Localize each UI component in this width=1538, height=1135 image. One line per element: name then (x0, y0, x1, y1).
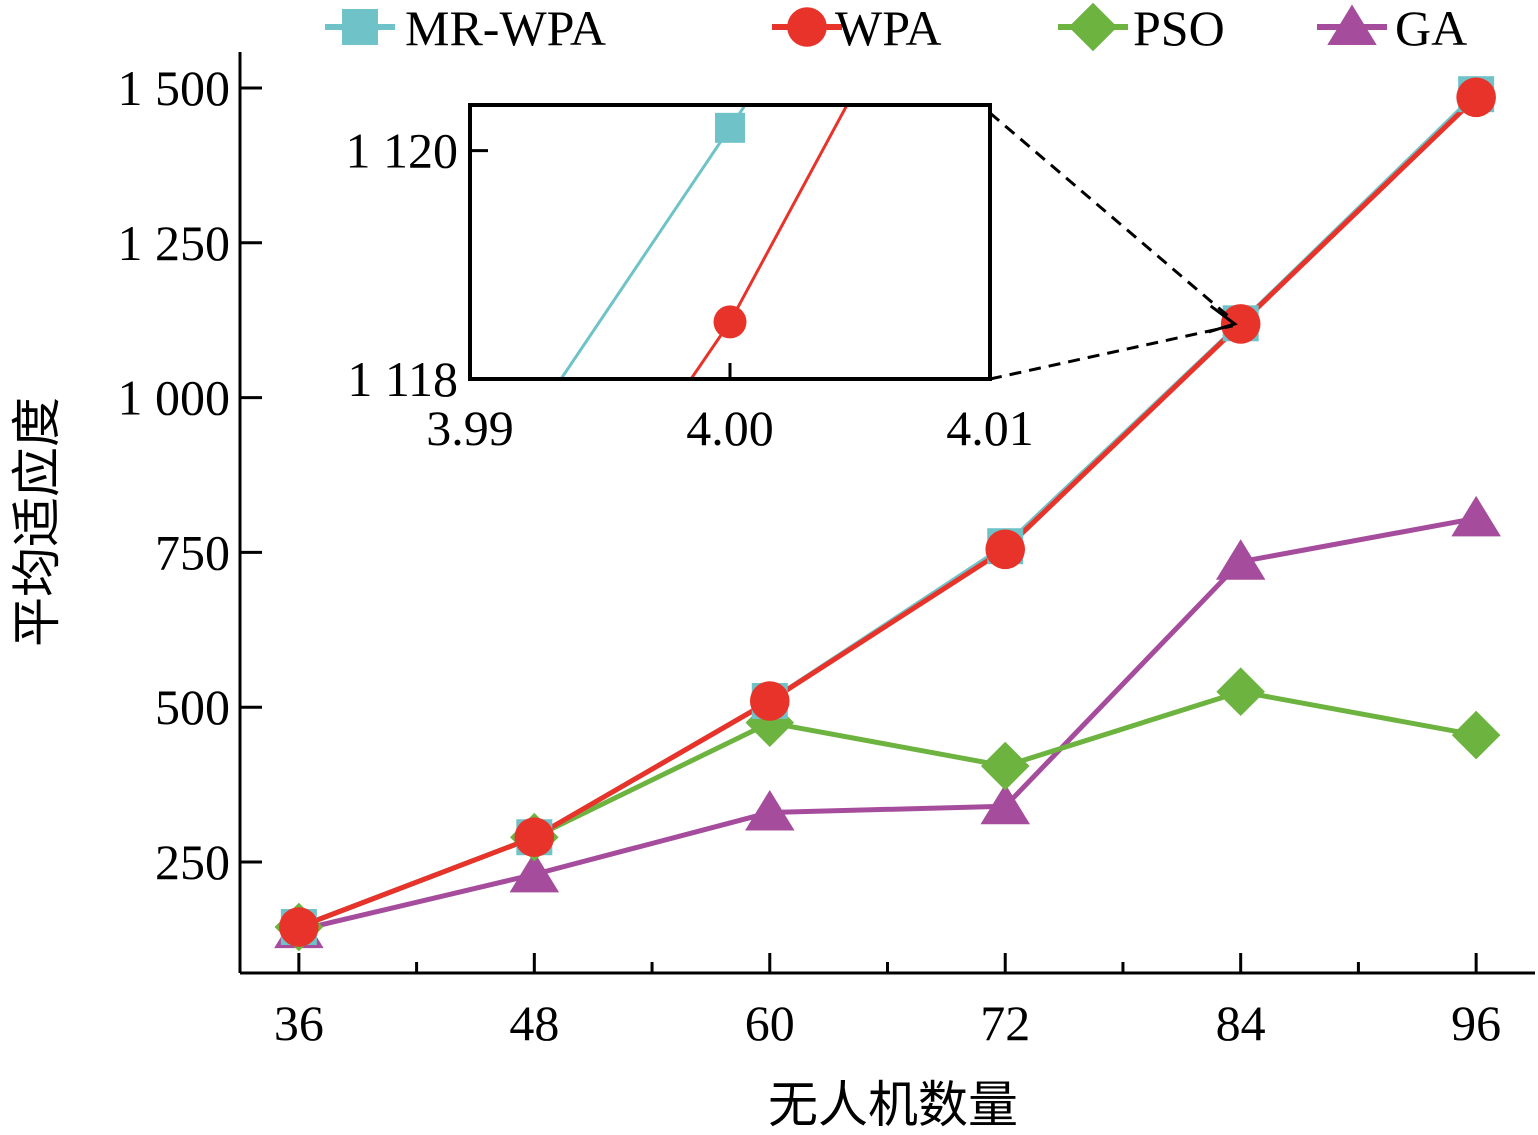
zoom-guides (989, 111, 1238, 381)
data-point-pso (1216, 667, 1265, 717)
y-tick-label: 250 (155, 834, 230, 890)
data-point-pso (980, 741, 1030, 791)
x-tick-label: 96 (1451, 995, 1501, 1051)
legend-marker-wpa (787, 7, 827, 47)
axis-titles: 无人机数量 平均适应度 (9, 397, 1018, 1133)
inset-y-tick-label: 1 120 (346, 123, 459, 179)
x-tick-label: 48 (509, 995, 559, 1051)
inset-chart: 1 118 1 120 3.99 4.00 4.01 (346, 103, 1034, 456)
legend-label-pso: PSO (1133, 0, 1225, 56)
data-point-wpa (749, 681, 790, 721)
main-series (274, 76, 1501, 952)
data-point-ga (1215, 539, 1266, 580)
legend-marker-pso (1068, 2, 1118, 52)
legend-label-ga: GA (1395, 0, 1467, 56)
series-line-wpa (297, 95, 1478, 930)
legend-marker-mr-wpa (342, 9, 378, 45)
y-tick-label: 750 (155, 524, 230, 580)
inset-data-point-wpa (713, 305, 747, 339)
data-point-pso (1451, 710, 1501, 760)
data-point-wpa (985, 529, 1026, 570)
y-tick-label: 1 500 (118, 60, 231, 116)
main-axes: 250 500 750 1 000 1 250 1 500 36 48 60 72 84 96 (118, 52, 1535, 1051)
y-axis-title: 平均适应度 (9, 397, 65, 647)
legend: MR-WPA WPA PSO GA (325, 0, 1467, 56)
legend-label-mr-wpa: MR-WPA (405, 0, 606, 56)
data-point-wpa (1220, 304, 1261, 344)
legend-label-wpa: WPA (835, 0, 942, 56)
data-point-wpa (279, 907, 319, 947)
data-point-wpa (514, 817, 555, 858)
zoom-arrow-head (1208, 304, 1238, 334)
x-tick-label: 60 (745, 995, 795, 1051)
zoom-guide-upper (989, 111, 1234, 322)
data-point-ga (509, 851, 560, 893)
y-tick-label: 1 000 (118, 370, 231, 426)
data-point-wpa (1456, 77, 1496, 118)
x-tick-label: 36 (274, 995, 324, 1051)
data-point-ga (980, 783, 1030, 825)
x-axis-title: 无人机数量 (768, 1077, 1018, 1133)
inset-data-point-mr-wpa (715, 112, 745, 143)
inset-plot-area (559, 105, 849, 379)
y-tick-label: 1 250 (118, 215, 231, 271)
inset-y-tick-label: 1 118 (347, 351, 458, 407)
inset-x-tick-label: 4.00 (686, 400, 774, 456)
x-tick-label: 72 (980, 995, 1030, 1051)
legend-marker-ga (1327, 4, 1377, 45)
inset-x-tick-label: 4.01 (946, 400, 1034, 456)
y-tick-label: 500 (155, 679, 230, 735)
data-point-ga (745, 789, 795, 831)
series-line-ga (298, 515, 1477, 933)
zoom-guide-lower (989, 324, 1234, 381)
inset-x-tick-label: 3.99 (426, 400, 514, 456)
data-point-ga (1451, 495, 1501, 537)
x-tick-label: 84 (1216, 995, 1266, 1051)
